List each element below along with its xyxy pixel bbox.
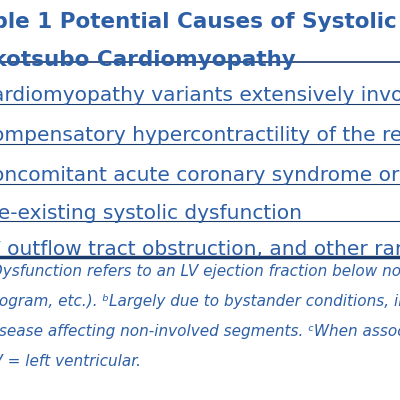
Text: LV = left ventricular.: LV = left ventricular. [0, 354, 141, 369]
Text: Table 1 Potential Causes of Systolic Dysfunctionᵃ in the Setting of: Table 1 Potential Causes of Systolic Dys… [0, 12, 400, 32]
Text: Takotsubo Cardiomyopathy: Takotsubo Cardiomyopathy [0, 50, 296, 70]
Text: diogram, etc.). ᵇLargely due to bystander conditions, including coronary artery : diogram, etc.). ᵇLargely due to bystande… [0, 294, 400, 309]
Text: disease affecting non-involved segments. ᶜWhen associated with takotsubo cardiom: disease affecting non-involved segments.… [0, 324, 400, 339]
Text: Pre-existing systolic dysfunction: Pre-existing systolic dysfunction [0, 204, 302, 223]
Text: LV outflow tract obstruction, and other rare mechanical causes: LV outflow tract obstruction, and other … [0, 240, 400, 259]
Text: Cardiomyopathy variants extensively involving left ventricular myocardiumᵇ: Cardiomyopathy variants extensively invo… [0, 86, 400, 105]
Text: ᵃDysfunction refers to an LV ejection fraction below normal reference values (de: ᵃDysfunction refers to an LV ejection fr… [0, 264, 400, 279]
Text: Concomitant acute coronary syndrome or, rarely, myocarditis³·¹⁰: Concomitant acute coronary syndrome or, … [0, 166, 400, 185]
Text: Compensatory hypercontractility of the residual segmentsᶜ: Compensatory hypercontractility of the r… [0, 126, 400, 145]
